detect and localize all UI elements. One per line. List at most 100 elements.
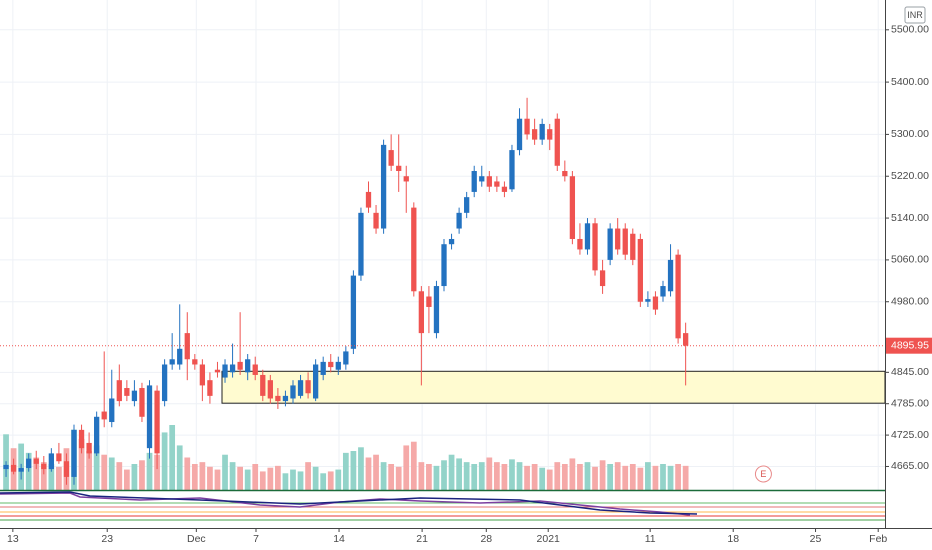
- currency-badge[interactable]: [904, 6, 926, 24]
- volume-bar: [86, 451, 92, 490]
- candle-body: [562, 171, 568, 177]
- candle-body: [479, 176, 485, 182]
- volume-bar: [660, 464, 666, 490]
- candle-body: [494, 181, 500, 187]
- volume-bar: [652, 465, 659, 490]
- candle-body: [403, 176, 409, 182]
- candle-body: [184, 333, 190, 360]
- volume-bar: [478, 462, 485, 490]
- candle-body: [275, 395, 281, 402]
- volume-bar: [441, 460, 447, 490]
- candle-body: [486, 176, 492, 187]
- y-tick-label: 4725.00: [891, 429, 929, 441]
- volume-bar: [48, 464, 55, 490]
- volume-bar: [169, 425, 176, 490]
- x-tick-label: 28: [480, 533, 492, 545]
- candle-body: [131, 390, 138, 402]
- volume-bar: [592, 466, 598, 490]
- candle-body: [531, 129, 538, 140]
- candle-body: [418, 291, 424, 334]
- candle-body: [554, 118, 560, 166]
- event-label: E: [760, 469, 766, 479]
- currency-label: INR: [907, 10, 923, 20]
- volume-bar: [561, 464, 568, 490]
- y-tick-label: 4665.00: [891, 460, 929, 472]
- candle-body: [305, 380, 311, 394]
- volume-bar: [395, 466, 402, 490]
- last-price-label: 4895.95: [891, 339, 929, 351]
- volume-bar: [629, 464, 636, 490]
- y-tick-label: 4785.00: [891, 397, 929, 409]
- candle-body: [433, 286, 440, 334]
- volume-bar: [622, 465, 629, 490]
- candle-body: [297, 380, 304, 396]
- volume-bar: [388, 464, 395, 490]
- volume-bar: [410, 441, 417, 490]
- candle-body: [448, 238, 455, 245]
- volume-bar: [312, 466, 319, 490]
- x-tick-label: 25: [810, 533, 822, 545]
- volume-bar: [524, 465, 530, 490]
- candle-body: [94, 416, 100, 454]
- volume-bar: [380, 462, 387, 490]
- candle-body: [373, 212, 379, 229]
- candle-body: [599, 270, 606, 287]
- candle-body: [245, 359, 251, 373]
- candle-body: [584, 223, 591, 250]
- candle-body: [222, 364, 228, 378]
- y-tick-label: 5500.00: [891, 24, 929, 36]
- candle-body: [214, 369, 221, 373]
- volume-bar: [191, 464, 198, 490]
- candle-body: [71, 429, 77, 477]
- candle-body: [607, 228, 613, 260]
- last-price-box: [886, 337, 932, 354]
- candle-body: [101, 411, 107, 420]
- candle-body: [501, 186, 508, 192]
- volume-bar: [123, 469, 130, 490]
- candle-body: [146, 385, 153, 449]
- volume-bar: [252, 464, 259, 490]
- volume-bar: [229, 462, 236, 490]
- indicator-line: [0, 491, 698, 515]
- volume-bar: [207, 466, 213, 490]
- volume-bar: [275, 465, 281, 490]
- candle-body: [539, 123, 545, 140]
- candle-body: [109, 398, 115, 423]
- volume-bar: [56, 466, 62, 490]
- volume-bar: [403, 445, 410, 490]
- y-tick-label: 5300.00: [891, 128, 929, 140]
- volume-bar: [448, 454, 455, 490]
- candle-body: [388, 150, 394, 166]
- candle-body: [169, 359, 175, 365]
- volume-bar: [637, 467, 644, 490]
- volume-bar: [501, 464, 508, 490]
- price-zone: [221, 370, 886, 404]
- volume-bar: [78, 438, 85, 490]
- volume-bar: [305, 462, 311, 490]
- volume-bar: [682, 465, 689, 490]
- volume-bar: [33, 457, 40, 490]
- volume-bar: [108, 457, 115, 490]
- candle-body: [396, 165, 402, 172]
- volume-bar: [433, 465, 440, 490]
- candle-body: [116, 380, 122, 402]
- volume-bar: [418, 462, 425, 490]
- volume-bar: [569, 458, 576, 490]
- volume-bar: [493, 462, 500, 490]
- candle-body: [615, 228, 621, 250]
- volume-bar: [282, 473, 289, 490]
- volume-bar: [426, 464, 432, 490]
- candle-body: [26, 458, 32, 469]
- y-tick-label: 5060.00: [891, 254, 929, 266]
- volume-bar: [327, 471, 334, 490]
- y-tick-label: 4980.00: [891, 296, 929, 308]
- candle-body: [630, 233, 636, 260]
- x-tick-label: 23: [101, 533, 113, 545]
- volume-bar: [373, 454, 379, 490]
- x-tick-label: 11: [645, 533, 656, 545]
- candle-body: [675, 254, 681, 339]
- candle-body: [524, 118, 530, 135]
- candle-body: [41, 463, 47, 470]
- candle-body: [199, 364, 206, 386]
